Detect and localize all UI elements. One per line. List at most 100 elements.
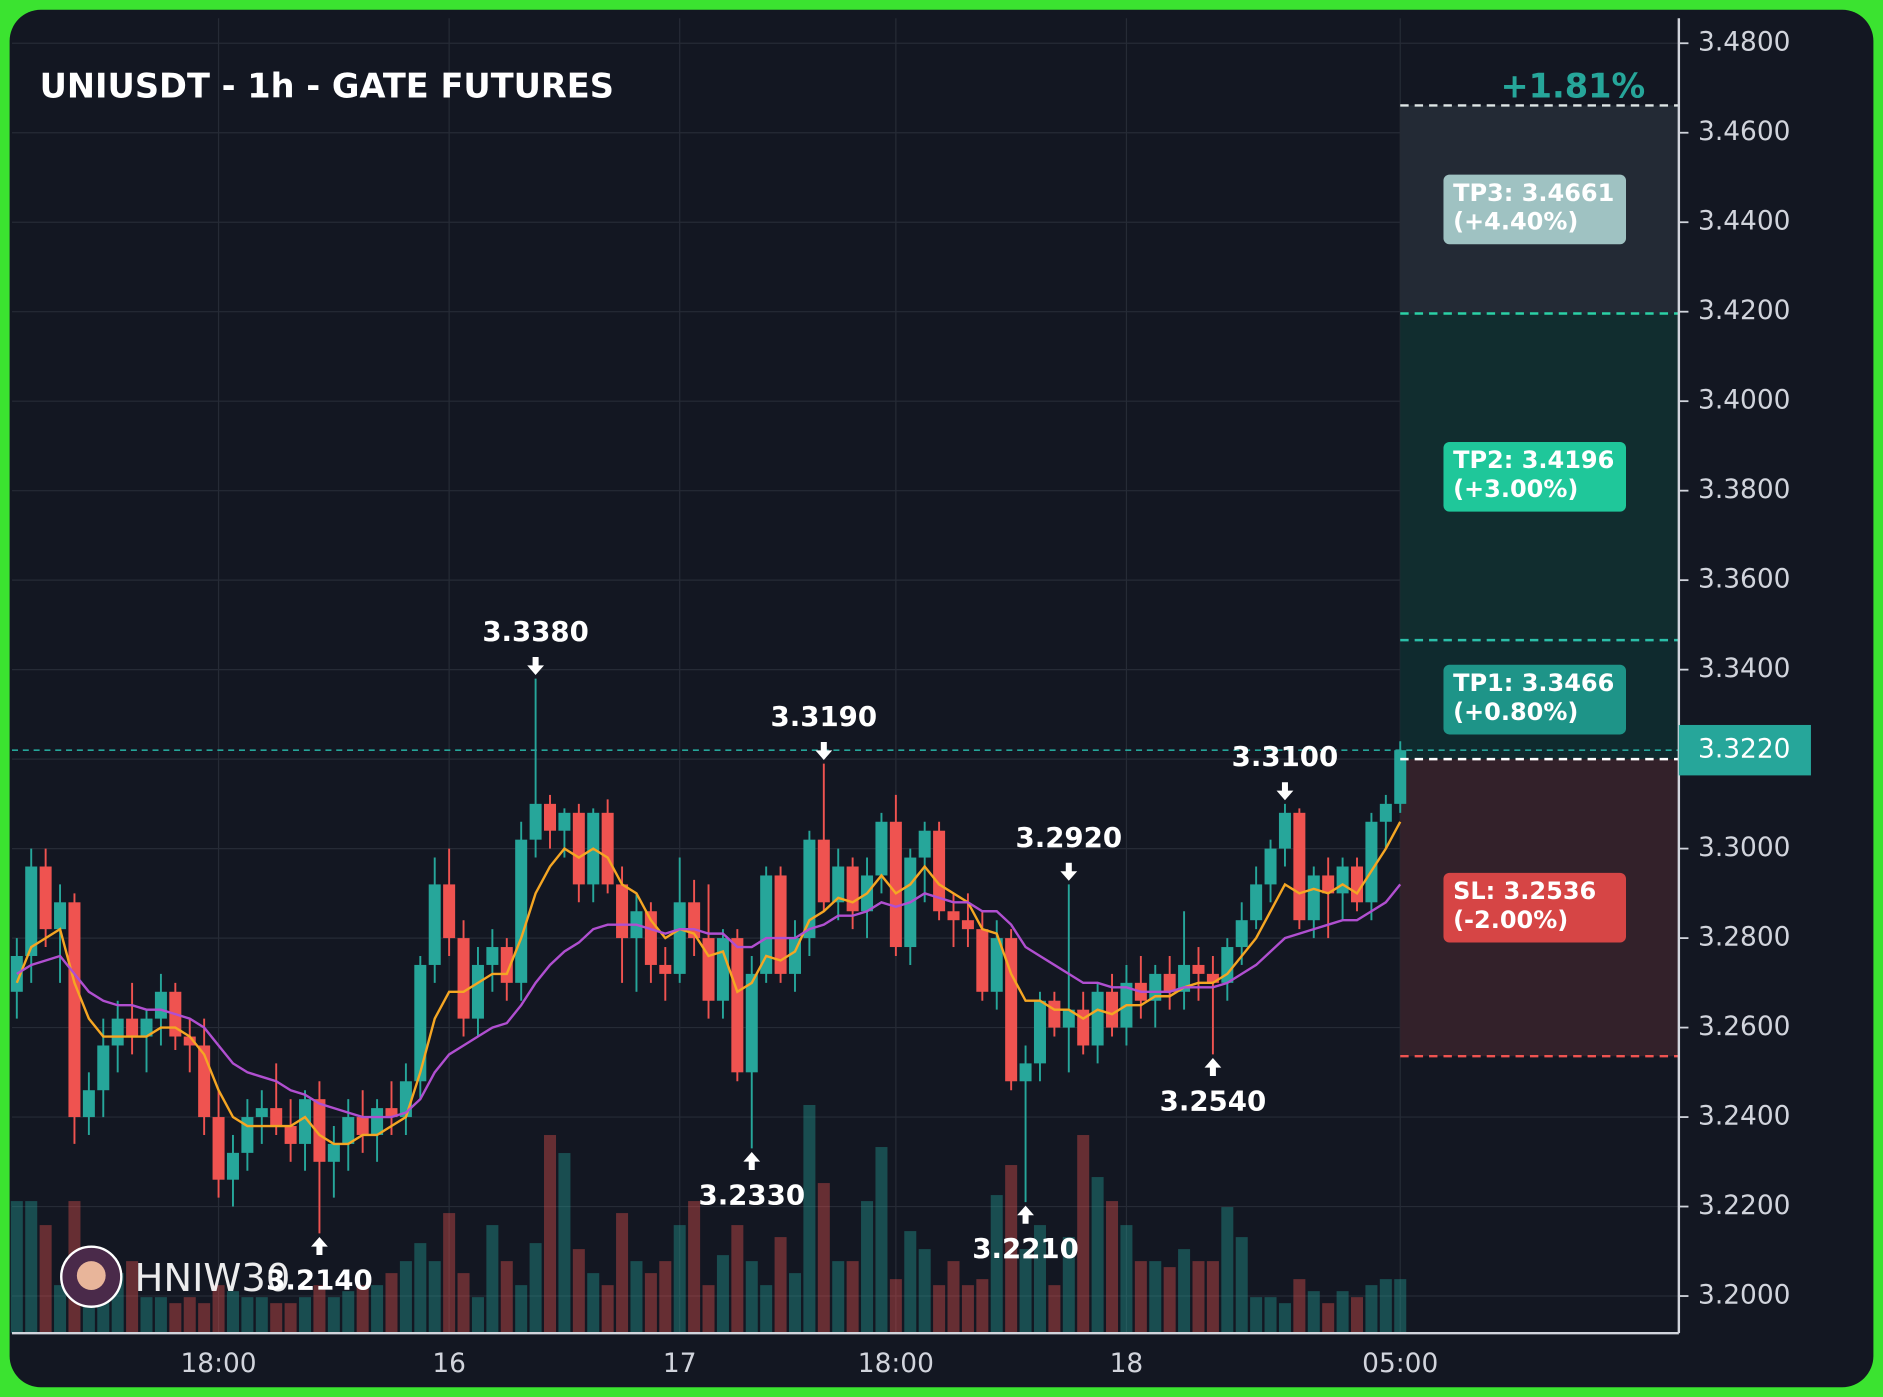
volume-bar	[1278, 1303, 1291, 1334]
volume-bar	[1322, 1303, 1335, 1334]
volume-bar	[846, 1261, 859, 1334]
volume-bar	[10, 1201, 23, 1334]
volume-bar	[428, 1261, 441, 1334]
last-price-label: 3.3220	[1698, 734, 1790, 765]
y-tick-label: 3.2000	[1698, 1280, 1790, 1311]
candle-body	[1005, 938, 1018, 1082]
watermark: HNIW30	[135, 1256, 291, 1301]
candle-body	[371, 1108, 384, 1135]
x-tick-label: 16	[432, 1348, 466, 1379]
volume-bar	[1250, 1297, 1263, 1334]
candle-body	[39, 866, 52, 930]
volume-bar	[399, 1261, 412, 1334]
candle-body	[97, 1045, 110, 1091]
volume-bar	[198, 1303, 211, 1334]
candle-body	[126, 1018, 139, 1037]
candle-body	[976, 929, 989, 992]
annotation-label: 3.2330	[698, 1178, 805, 1211]
candle-body	[1394, 750, 1407, 804]
moving-average	[15, 821, 1402, 1146]
volume-bar	[1206, 1261, 1219, 1334]
volume-bar	[630, 1261, 643, 1334]
candle-body	[961, 920, 974, 930]
volume-bar	[255, 1297, 268, 1334]
candle-body	[226, 1152, 239, 1180]
candle-body	[255, 1108, 268, 1118]
level-label-box	[1443, 664, 1627, 735]
volume-bar	[673, 1225, 686, 1334]
volume-bar	[1192, 1261, 1205, 1334]
volume-bar	[327, 1297, 340, 1334]
annotation-label: 3.2540	[1160, 1084, 1267, 1117]
candle-body	[947, 911, 960, 921]
candle-body	[1322, 875, 1335, 894]
annotation-label: 3.2920	[1016, 821, 1123, 854]
candle-body	[1336, 866, 1349, 894]
candle-body	[414, 964, 427, 1082]
volume-bar	[241, 1297, 254, 1334]
volume-bar	[1379, 1279, 1392, 1334]
volume-bar	[1149, 1261, 1162, 1334]
y-tick-label: 3.2200	[1698, 1190, 1790, 1221]
candle-body	[342, 1117, 355, 1144]
y-tick-label: 3.3400	[1698, 653, 1790, 684]
candle-body	[1351, 866, 1364, 903]
y-tick-label: 3.4000	[1698, 385, 1790, 416]
candle-body	[1250, 884, 1263, 921]
volume-bar	[659, 1261, 672, 1334]
candle-body	[82, 1090, 95, 1118]
volume-bar	[961, 1285, 974, 1334]
candle-body	[1192, 964, 1205, 974]
y-tick-label: 3.3600	[1698, 564, 1790, 595]
volume-bar	[1062, 1237, 1075, 1334]
avatar-face	[76, 1261, 106, 1290]
annotation-label: 3.3190	[771, 700, 878, 733]
candle-body	[760, 875, 773, 974]
candle-body	[111, 1018, 124, 1046]
volume-bar	[226, 1291, 239, 1334]
candle-body	[313, 1099, 326, 1162]
y-tick-label: 3.4400	[1698, 206, 1790, 237]
volume-bar	[356, 1285, 369, 1334]
volume-bar	[1163, 1267, 1176, 1334]
level-change: (+0.80%)	[1453, 698, 1578, 726]
y-tick-label: 3.4800	[1698, 27, 1790, 58]
y-tick-label: 3.4600	[1698, 116, 1790, 147]
candle-body	[212, 1117, 225, 1180]
plot-layer: 3.2000 3.2200 3.2400 3.2600 3.2800 3.3000 3.32…	[10, 18, 1811, 1379]
volume-bar	[342, 1291, 355, 1334]
candle-body	[1077, 1009, 1090, 1046]
y-tick-label: 3.3000	[1698, 832, 1790, 863]
candle-body	[544, 803, 557, 831]
volume-bar	[875, 1147, 888, 1334]
candle-body	[731, 938, 744, 1073]
level-label-box	[1443, 441, 1627, 512]
volume-bar	[313, 1285, 326, 1334]
x-tick-label: 18:00	[858, 1348, 934, 1379]
candle-body	[140, 1018, 153, 1037]
candle-body	[1221, 947, 1234, 983]
pnl-label: +1.81%	[1500, 66, 1645, 105]
candle-body	[1278, 812, 1291, 849]
candle-body	[1106, 991, 1119, 1028]
annotation-label: 3.3380	[482, 615, 589, 648]
volume-bar	[385, 1273, 398, 1334]
annotation-arrow	[527, 656, 545, 675]
candle-body	[774, 875, 787, 974]
candle-body	[1033, 1000, 1046, 1064]
candle-body	[299, 1099, 312, 1144]
candle-body	[443, 884, 456, 939]
x-tick-label: 05:00	[1362, 1348, 1438, 1379]
volume-bar	[601, 1285, 614, 1334]
last-price-box	[1678, 724, 1811, 776]
volume-bar	[587, 1273, 600, 1334]
volume-bar	[774, 1237, 787, 1334]
volume-bar	[1365, 1285, 1378, 1334]
volume-bar	[1019, 1249, 1032, 1334]
annotation-arrow	[1017, 1205, 1034, 1224]
volume-bar	[486, 1225, 499, 1334]
x-tick-label: 17	[663, 1348, 697, 1379]
volume-bar	[644, 1273, 657, 1334]
candle-body	[486, 947, 499, 965]
annotation-arrow	[1060, 862, 1078, 881]
